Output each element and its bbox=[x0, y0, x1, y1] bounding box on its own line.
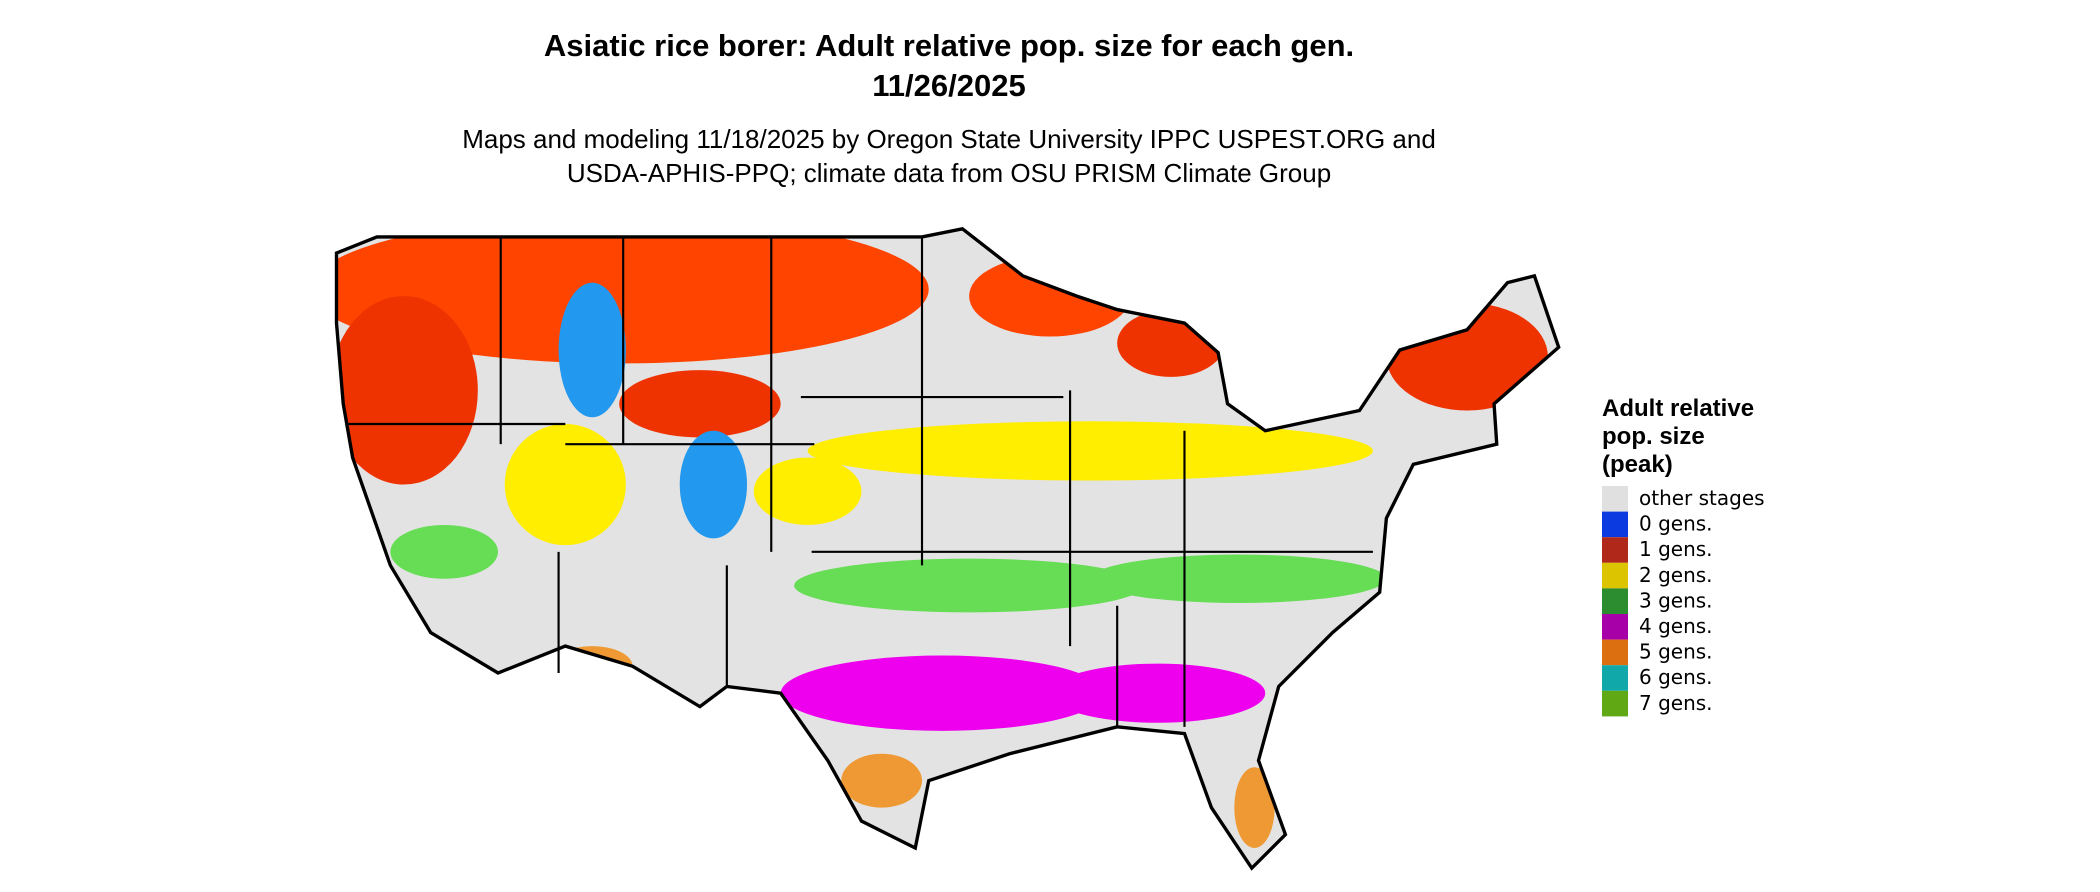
legend-label: 4 gens. bbox=[1639, 614, 1713, 638]
legend-label: 2 gens. bbox=[1639, 563, 1713, 587]
subtitle: USDA-APHIS-PPQ; climate data from OSU PR… bbox=[567, 158, 1331, 188]
legend-swatch bbox=[1602, 690, 1628, 717]
legend-swatch bbox=[1602, 588, 1628, 614]
legend-label: 0 gens. bbox=[1639, 512, 1713, 536]
legend-swatch bbox=[1602, 537, 1628, 563]
title: Asiatic rice borer: Adult relative pop. … bbox=[544, 28, 1354, 63]
map bbox=[334, 227, 1561, 871]
legend-label: other stages bbox=[1639, 486, 1765, 510]
legend-label: 3 gens. bbox=[1639, 588, 1713, 612]
legend-swatch bbox=[1602, 639, 1628, 666]
legend-swatch bbox=[1602, 614, 1628, 640]
legend-swatch bbox=[1602, 665, 1628, 691]
legend-label: 5 gens. bbox=[1639, 640, 1713, 664]
legend-label: 1 gens. bbox=[1639, 537, 1713, 561]
legend-title: (peak) bbox=[1602, 451, 1673, 478]
legend-swatch bbox=[1602, 511, 1628, 538]
title: 11/26/2025 bbox=[872, 68, 1025, 103]
legend-title: pop. size bbox=[1602, 423, 1705, 450]
legend-title: Adult relative bbox=[1602, 395, 1754, 422]
legend-label: 6 gens. bbox=[1639, 665, 1713, 689]
legend-swatch bbox=[1602, 486, 1628, 512]
legend-swatch bbox=[1602, 562, 1628, 589]
subtitle: Maps and modeling 11/18/2025 by Oregon S… bbox=[462, 124, 1436, 154]
legend-label: 7 gens. bbox=[1639, 691, 1713, 715]
